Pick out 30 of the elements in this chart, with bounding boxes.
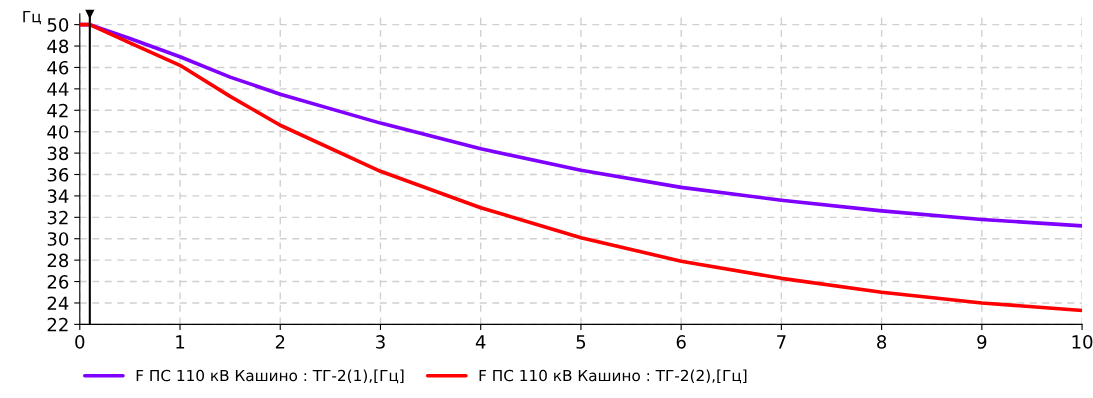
y-tick-label: 26 [47,275,69,289]
y-tick-label: 42 [47,103,68,118]
x-tick-label: 10 [1072,335,1093,349]
x-tick-label: 9 [977,335,987,349]
legend-label: F ПС 110 кВ Кашино : ТГ-2(1),[Гц] [136,369,404,384]
y-tick-label: 28 [47,253,69,268]
x-tick-label: 1 [176,335,185,349]
legend-label: F ПС 110 кВ Кашино : ТГ-2(2),[Гц] [479,369,747,384]
y-tick-label: 50 [47,18,69,32]
y-tick-label: 34 [47,189,69,204]
x-tick-label: 5 [576,335,586,349]
line-series [79,22,1083,313]
y-tick-label: 24 [47,296,69,310]
y-tick-label: 48 [47,39,69,54]
x-tick-label: 7 [777,335,786,349]
y-tick-label: 38 [47,146,69,161]
y-tick-label: 32 [47,210,68,225]
x-tick-label: 2 [275,335,285,349]
y-tick-label: 40 [47,125,69,139]
y-axis-title: Гц [23,10,41,25]
x-tick-label: 6 [676,335,686,349]
x-tick-label: 0 [75,335,85,349]
y-tick-label: 44 [47,82,69,96]
y-tick-label: 30 [47,232,69,246]
y-tick-label: 36 [47,167,69,182]
y-tick-label: 46 [47,60,69,75]
x-tick-label: 4 [475,335,486,349]
y-tick-label: 22 [47,317,68,332]
x-tick-label: 8 [877,335,887,349]
x-tick-label: 3 [376,335,385,349]
